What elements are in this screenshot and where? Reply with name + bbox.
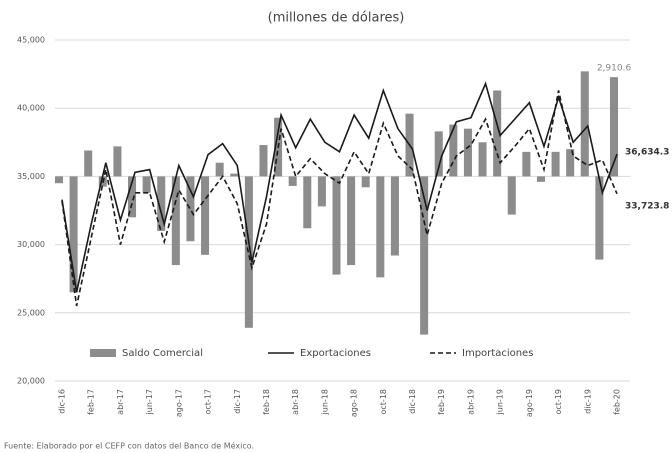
bar — [595, 176, 604, 260]
bar — [493, 90, 502, 177]
bar — [201, 176, 210, 255]
line — [61, 81, 618, 293]
bar — [259, 145, 268, 177]
y-tick-label: 25,000 — [17, 308, 45, 317]
bar — [478, 142, 487, 177]
legend-label: Saldo Comercial — [122, 348, 203, 359]
bar — [171, 176, 180, 266]
bar — [522, 151, 531, 177]
bar — [186, 176, 195, 242]
x-tick-label: ago-17 — [174, 389, 183, 417]
bar — [449, 124, 458, 177]
legend-swatch — [90, 349, 116, 357]
bar — [536, 176, 545, 182]
bar — [230, 173, 239, 177]
x-tick-label: feb-17 — [87, 389, 96, 415]
bar — [580, 71, 589, 177]
legend-label: Importaciones — [462, 348, 533, 359]
bar — [507, 176, 516, 215]
bar — [434, 131, 443, 177]
x-tick-label: feb-19 — [437, 389, 446, 415]
x-tick-label: jun-19 — [496, 389, 505, 415]
bar — [142, 176, 151, 193]
line-value-label: 36,634.3 — [625, 148, 669, 158]
bar — [361, 176, 370, 188]
y-tick-label: 20,000 — [17, 377, 45, 386]
bar — [84, 150, 93, 177]
x-tick-label: ago-18 — [350, 389, 359, 417]
source-note: Fuente: Elaborado por el CEFP con datos … — [4, 441, 254, 451]
bar — [157, 176, 166, 231]
x-tick-label: abr-19 — [466, 389, 475, 415]
x-tick-label: feb-18 — [262, 389, 271, 415]
line — [61, 90, 618, 307]
bar — [463, 128, 472, 177]
x-tick-label: dic-19 — [583, 389, 592, 414]
chart-title: (millones de dólares) — [268, 11, 405, 26]
x-tick-label: jun-18 — [320, 389, 329, 415]
x-tick-label: oct-19 — [554, 389, 563, 415]
bar-value-label: 2,910.6 — [597, 64, 632, 74]
y-tick-label: 45,000 — [17, 36, 45, 45]
bar — [420, 176, 429, 335]
bar — [54, 176, 64, 184]
bar — [566, 149, 575, 177]
bar — [303, 176, 312, 229]
bar — [347, 176, 356, 266]
bar — [288, 176, 297, 186]
y-tick-label: 30,000 — [17, 240, 45, 249]
legend-label: Exportaciones — [300, 348, 371, 359]
bar — [609, 77, 619, 177]
x-tick-label: feb-20 — [613, 389, 622, 415]
bar — [69, 176, 78, 293]
bar — [390, 176, 399, 256]
x-tick-label: abr-17 — [116, 389, 125, 415]
x-tick-label: jun-17 — [145, 389, 154, 415]
bar — [215, 162, 224, 177]
x-tick-label: abr-18 — [291, 389, 300, 415]
bar — [332, 176, 341, 275]
x-tick-label: oct-17 — [204, 389, 213, 415]
y-tick-label: 35,000 — [17, 172, 45, 181]
bar — [113, 146, 122, 177]
x-tick-label: dic-16 — [58, 389, 67, 414]
x-tick-label: oct-18 — [379, 389, 388, 415]
x-tick-label: dic-17 — [233, 389, 242, 414]
x-tick-label: ago-19 — [525, 389, 534, 417]
x-tick-label: dic-18 — [408, 389, 417, 414]
bar — [551, 151, 560, 177]
line-value-label: 33,723.8 — [625, 201, 669, 211]
y-tick-label: 40,000 — [17, 104, 45, 113]
bar — [317, 176, 326, 207]
bar — [376, 176, 385, 278]
bar — [128, 176, 137, 218]
